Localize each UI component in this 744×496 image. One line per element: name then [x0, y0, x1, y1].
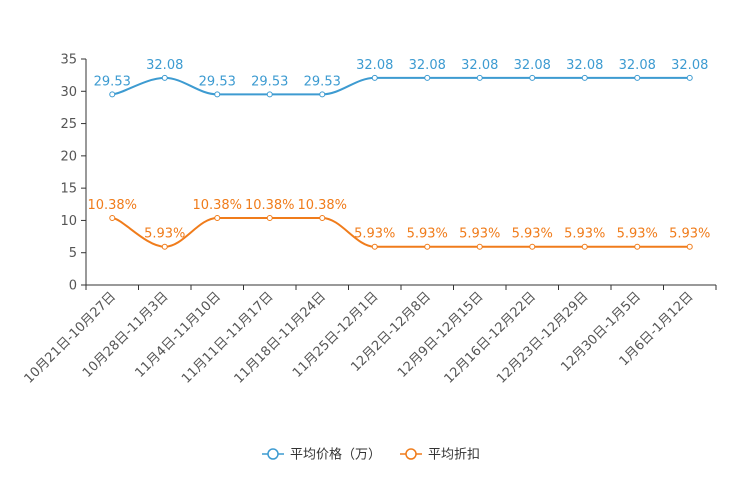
- data-label: 5.93%: [564, 227, 605, 242]
- data-label: 29.53: [199, 74, 236, 89]
- data-point[interactable]: [319, 91, 326, 98]
- data-point[interactable]: [161, 74, 168, 81]
- data-point[interactable]: [634, 243, 641, 250]
- y-tick-label: 15: [60, 182, 77, 197]
- data-label: 5.93%: [512, 227, 553, 242]
- data-label: 32.08: [671, 58, 708, 73]
- x-tick-label: 12月23日-12月29日: [494, 289, 591, 386]
- y-tick-label: 10: [60, 214, 77, 229]
- data-label: 5.93%: [407, 227, 448, 242]
- data-label: 32.08: [619, 58, 656, 73]
- data-label: 29.53: [304, 74, 341, 89]
- legend-marker-icon: [267, 448, 279, 460]
- data-point[interactable]: [529, 243, 536, 250]
- data-label: 32.08: [356, 58, 393, 73]
- legend-marker-icon: [405, 448, 417, 460]
- data-label: 32.08: [514, 58, 551, 73]
- data-label: 32.08: [566, 58, 603, 73]
- legend[interactable]: 平均价格（万） 平均折扣: [262, 447, 480, 463]
- data-label: 5.93%: [669, 227, 710, 242]
- data-point[interactable]: [476, 74, 483, 81]
- data-point[interactable]: [686, 243, 693, 250]
- data-point[interactable]: [634, 74, 641, 81]
- x-tick-label: 11月11日-11月17日: [179, 289, 276, 386]
- data-label: 29.53: [94, 74, 131, 89]
- x-tick-label: 11月18日-11月24日: [232, 289, 329, 386]
- x-tick-label: 10月21日-10月27日: [22, 289, 119, 386]
- legend-item-2[interactable]: 平均折扣: [400, 448, 480, 463]
- y-tick-label: 5: [69, 246, 77, 261]
- data-point[interactable]: [581, 243, 588, 250]
- data-point[interactable]: [371, 74, 378, 81]
- data-label: 5.93%: [617, 227, 658, 242]
- series-line: [112, 76, 690, 96]
- data-label: 10.38%: [297, 198, 347, 213]
- data-label: 32.08: [146, 58, 183, 73]
- series-2: [109, 214, 693, 250]
- data-label: 10.38%: [245, 198, 295, 213]
- data-point[interactable]: [214, 91, 221, 98]
- series-1: [109, 74, 693, 98]
- y-tick-label: 25: [60, 117, 77, 132]
- data-point[interactable]: [214, 214, 221, 221]
- legend-label: 平均折扣: [428, 448, 480, 463]
- data-label: 5.93%: [459, 227, 500, 242]
- data-label: 10.38%: [192, 198, 242, 213]
- data-label: 5.93%: [144, 227, 185, 242]
- y-tick-label: 0: [69, 279, 77, 294]
- legend-item-1[interactable]: 平均价格（万）: [262, 447, 381, 463]
- y-tick-label: 35: [60, 53, 77, 68]
- data-point[interactable]: [109, 91, 116, 98]
- data-point[interactable]: [424, 74, 431, 81]
- data-point[interactable]: [266, 214, 273, 221]
- data-point[interactable]: [686, 74, 693, 81]
- data-point[interactable]: [529, 74, 536, 81]
- data-point[interactable]: [109, 214, 116, 221]
- data-label: 10.38%: [87, 198, 137, 213]
- data-point[interactable]: [371, 243, 378, 250]
- data-label: 5.93%: [354, 227, 395, 242]
- data-label: 32.08: [461, 58, 498, 73]
- axes: 0510152025303510月21日-10月27日10月28日-11月3日1…: [22, 53, 717, 387]
- data-label: 29.53: [251, 74, 288, 89]
- data-point[interactable]: [476, 243, 483, 250]
- y-tick-label: 30: [60, 85, 77, 100]
- data-point[interactable]: [319, 214, 326, 221]
- data-point[interactable]: [266, 91, 273, 98]
- legend-label: 平均价格（万）: [290, 447, 381, 463]
- x-tick-label: 12月16日-12月22日: [442, 289, 539, 386]
- data-point[interactable]: [424, 243, 431, 250]
- data-point[interactable]: [161, 243, 168, 250]
- y-tick-label: 20: [60, 149, 77, 164]
- data-point[interactable]: [581, 74, 588, 81]
- series-layer: [109, 74, 693, 250]
- data-label: 32.08: [409, 58, 446, 73]
- data-labels: 29.53 32.08 29.53 29.53 29.53 32.08 32.08 32.08…: [87, 58, 710, 242]
